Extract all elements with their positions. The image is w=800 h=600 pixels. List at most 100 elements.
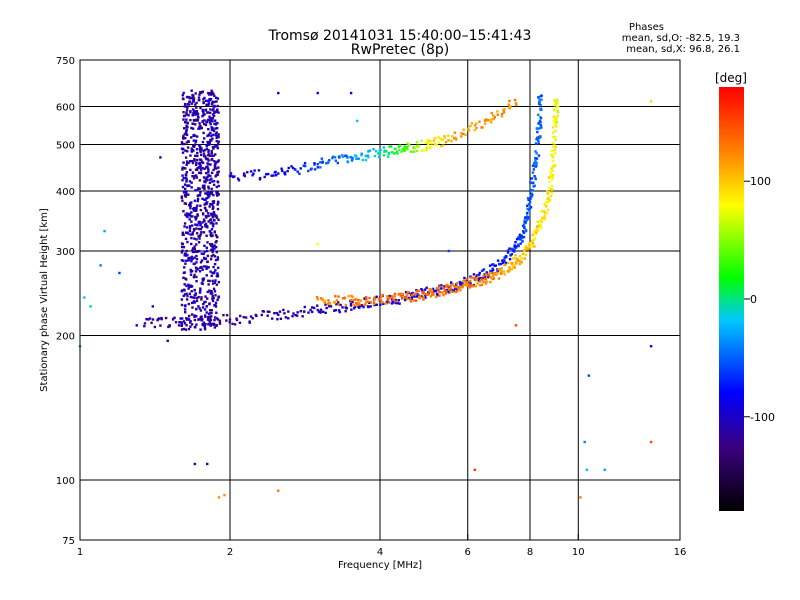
scatter-point (546, 192, 550, 195)
scatter-point (180, 298, 184, 301)
scatter-point (334, 159, 338, 162)
stats-x-line: mean, sd,X: 96.8, 26.1 (626, 44, 740, 55)
scatter-point (182, 233, 185, 237)
scatter-point (488, 118, 491, 122)
scatter-point (469, 282, 472, 285)
scatter-point (474, 124, 477, 127)
scatter-point (407, 290, 410, 294)
scatter-point (187, 103, 191, 106)
scatter-point (195, 257, 199, 261)
scatter-point (197, 116, 200, 119)
scatter-point (475, 277, 478, 280)
scatter-point (296, 170, 299, 173)
scatter-point (150, 321, 153, 325)
scatter-point (530, 177, 533, 180)
scatter-point (185, 214, 188, 218)
scatter-point (273, 171, 277, 174)
scatter-point (208, 140, 212, 144)
scatter-point (182, 110, 185, 114)
scatter-point (212, 129, 216, 133)
scatter-point (208, 205, 211, 208)
scatter-point (197, 187, 200, 190)
scatter-point (469, 276, 473, 280)
scatter-point (529, 181, 532, 184)
scatter-point (385, 150, 388, 153)
scatter-point (189, 154, 192, 157)
scatter-point (189, 110, 192, 113)
scatter-point (524, 229, 528, 233)
scatter-point (208, 230, 211, 233)
scatter-point (205, 103, 208, 106)
scatter-point (213, 290, 217, 293)
scatter-point (209, 123, 212, 126)
scatter-point (310, 306, 314, 309)
scatter-point (204, 123, 208, 127)
scatter-point (315, 295, 319, 299)
scatter-point (553, 120, 556, 124)
scatter-point (191, 250, 195, 254)
scatter-point (181, 242, 184, 246)
scatter-point (214, 245, 218, 249)
scatter-point (360, 154, 363, 157)
scatter-point (484, 282, 488, 285)
scatter-point (189, 136, 193, 139)
scatter-point (230, 174, 233, 178)
scatter-point (444, 285, 448, 288)
scatter-point (186, 240, 189, 244)
scatter-point (429, 295, 433, 298)
scatter-point (204, 156, 208, 160)
scatter-point (192, 262, 195, 266)
scatter-point (193, 245, 196, 248)
scatter-point (392, 301, 395, 304)
scatter-point (202, 176, 206, 179)
scatter-point (217, 166, 220, 169)
scatter-point (210, 248, 213, 252)
scatter-point (553, 103, 557, 107)
scatter-point (539, 103, 542, 107)
scatter-point (210, 187, 213, 191)
scatter-point (188, 213, 192, 216)
scatter-point (474, 285, 478, 288)
scatter-point (462, 128, 465, 131)
scatter-point (216, 108, 219, 111)
scatter-point (185, 105, 188, 108)
scatter-point (508, 247, 511, 250)
scatter-point (335, 302, 338, 306)
scatter-point (208, 309, 212, 312)
scatter-point (199, 158, 203, 161)
scatter-point (367, 150, 370, 153)
x-tick-label: 10 (572, 547, 585, 558)
scatter-point (522, 224, 525, 228)
scatter-point (553, 108, 556, 111)
scatter-point (463, 276, 466, 280)
scatter-point (506, 249, 510, 252)
scatter-point (366, 300, 369, 304)
scatter-point (357, 301, 360, 304)
scatter-point (203, 113, 206, 116)
scatter-point (188, 227, 192, 230)
x-tick-label: 16 (674, 547, 687, 558)
scatter-point (364, 301, 368, 304)
scatter-point (210, 290, 213, 293)
scatter-point (459, 282, 462, 285)
scatter-point (540, 126, 543, 129)
scatter-point (209, 242, 212, 246)
scatter-point (190, 258, 193, 261)
scatter-point (190, 242, 193, 246)
scatter-point (526, 204, 529, 207)
scatter-point (184, 262, 187, 265)
scatter-point (477, 276, 480, 280)
scatter-point (337, 295, 340, 298)
scatter-point (364, 158, 368, 162)
scatter-point (500, 112, 504, 116)
scatter-point (188, 100, 191, 103)
scatter-point (299, 309, 302, 313)
scatter-point (536, 220, 540, 224)
scatter-point (182, 127, 186, 130)
scatter-point (188, 229, 191, 233)
scatter-point (193, 325, 197, 329)
scatter-point (198, 187, 201, 190)
scatter-point (174, 321, 178, 324)
scatter-point (437, 287, 440, 290)
